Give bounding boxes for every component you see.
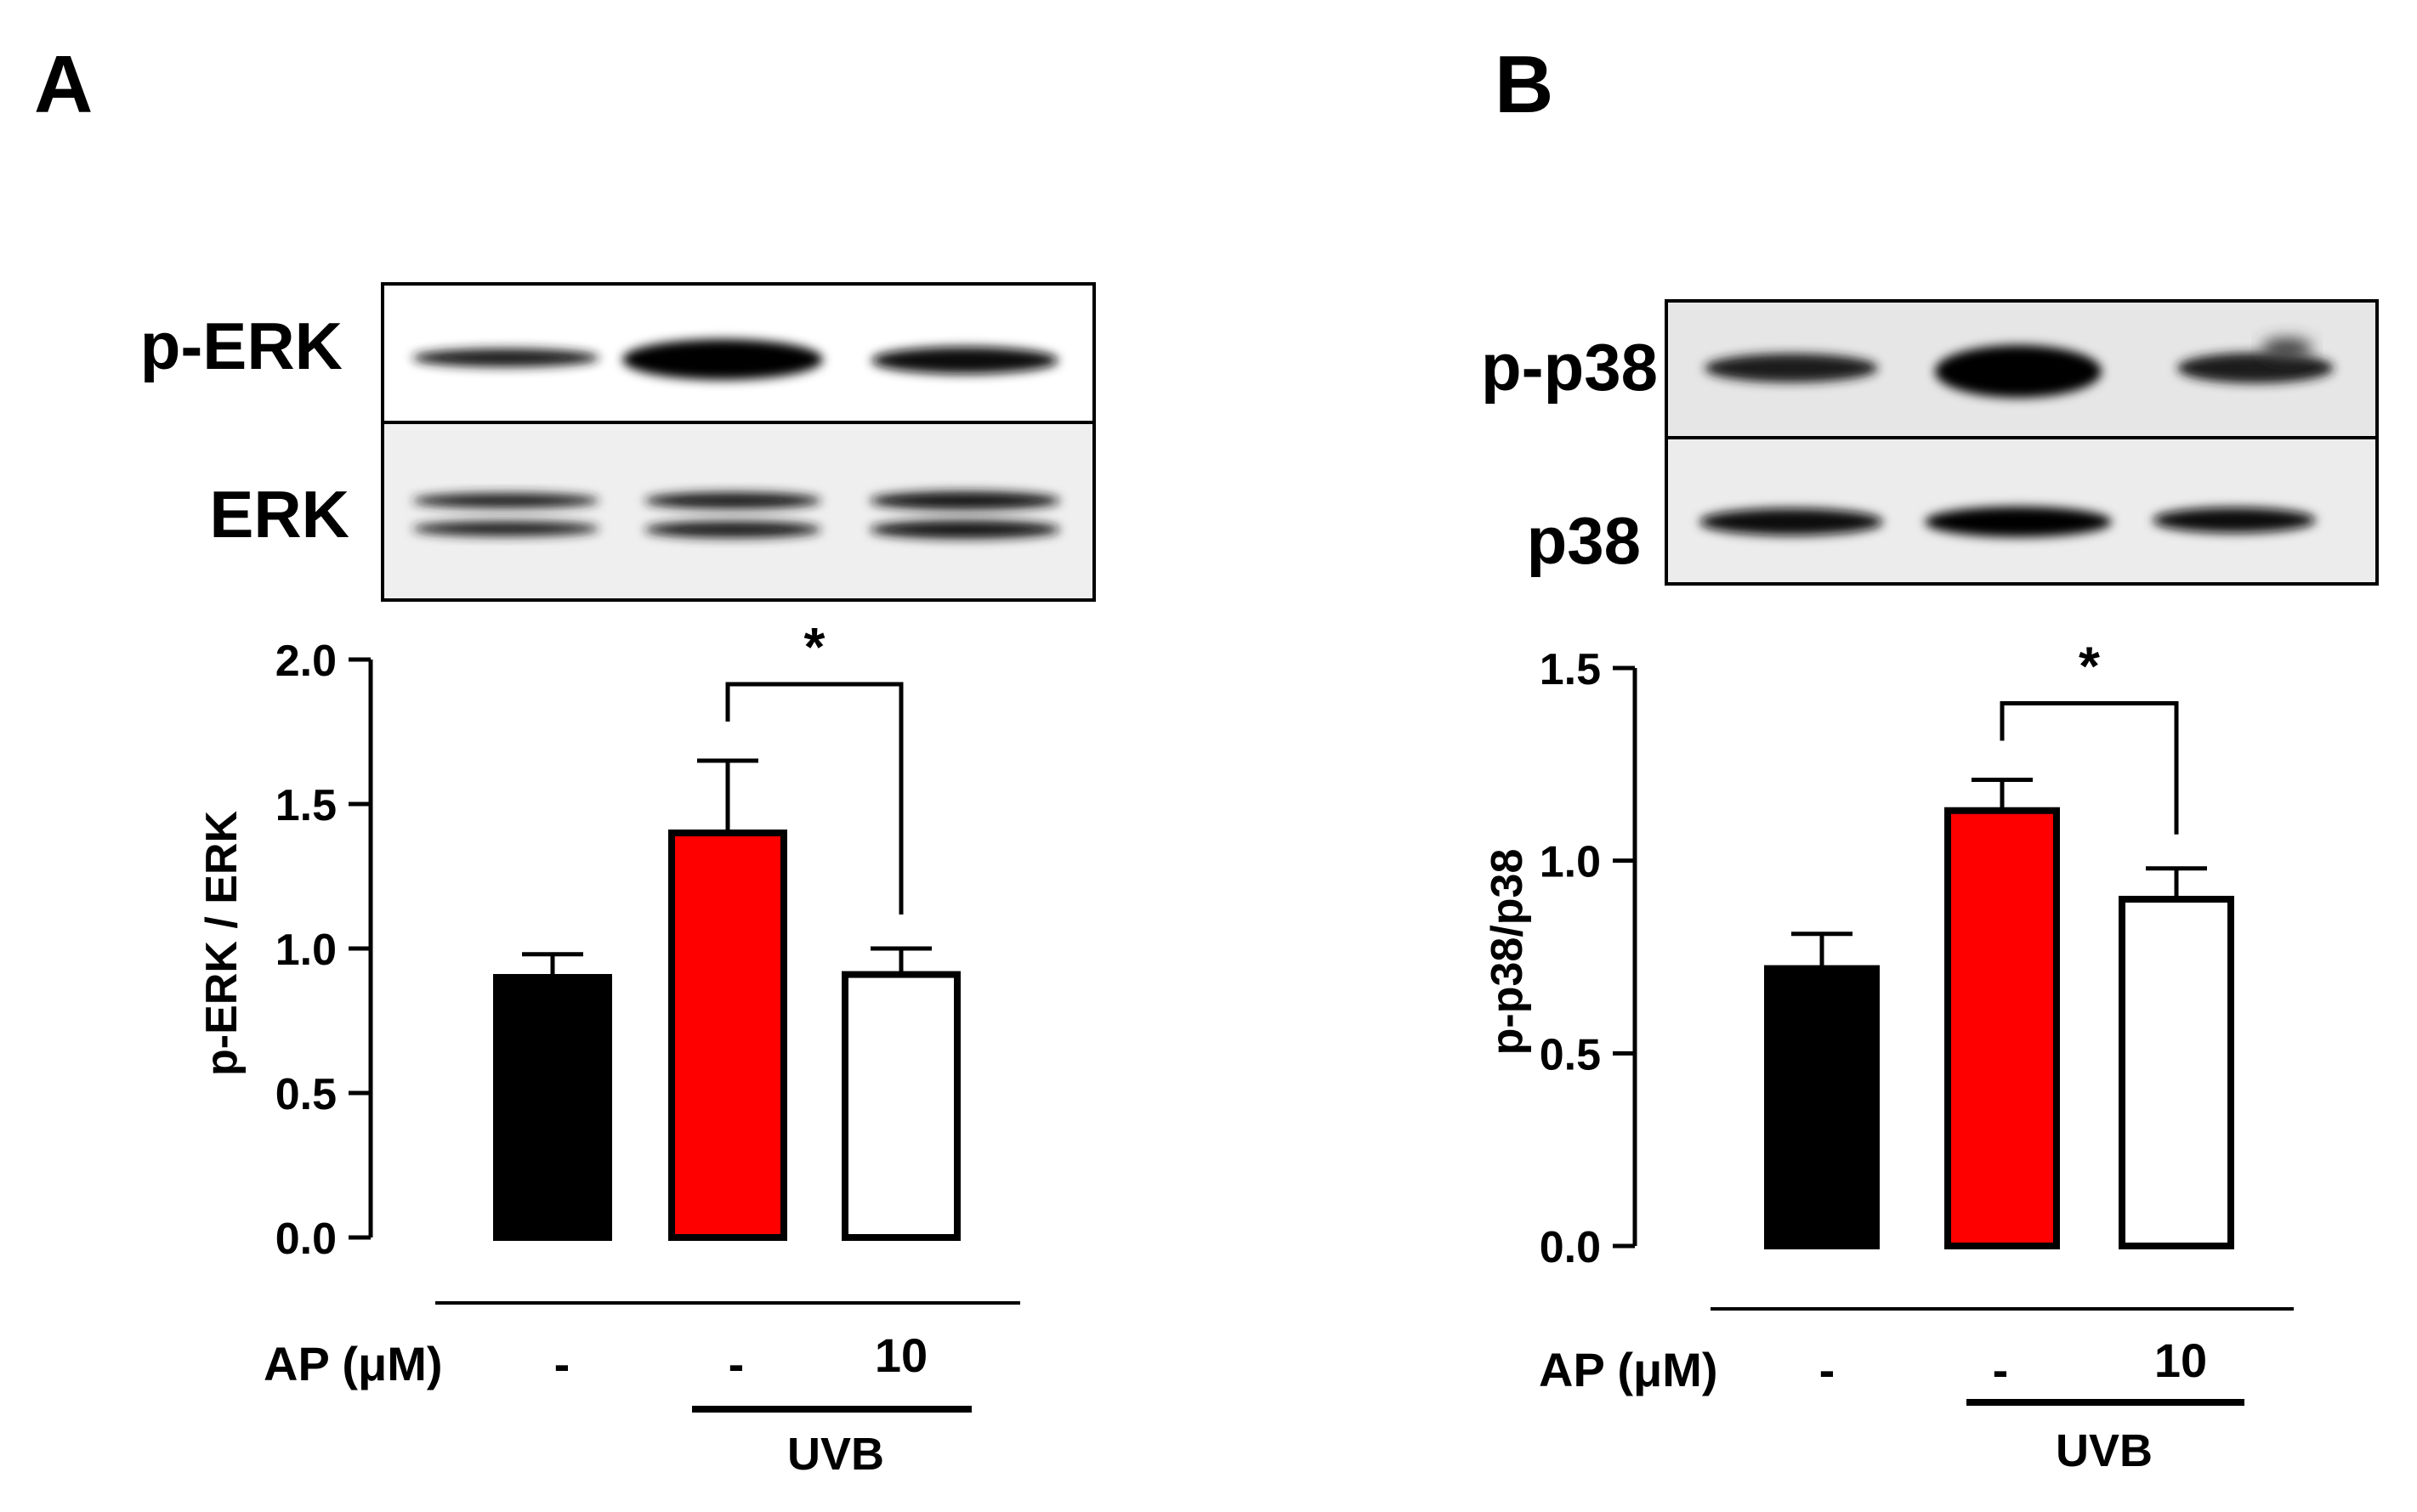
uvb-label-b: UVB bbox=[2056, 1425, 2153, 1476]
y-tick-label-b: 1.5 bbox=[1540, 645, 1601, 694]
band-pp38-lane2 bbox=[1935, 345, 2102, 398]
bar-a-3 bbox=[842, 971, 961, 1241]
band-pp38-speckle bbox=[2261, 338, 2312, 359]
band-erk-upper-lane1 bbox=[412, 493, 599, 508]
y-tick-label-a: 1.0 bbox=[275, 926, 337, 975]
blot-label-erk: ERK bbox=[209, 477, 349, 552]
y-axis-label-b: p-p38/p38 bbox=[1483, 849, 1532, 1056]
band-erk-upper-lane2 bbox=[644, 492, 821, 509]
treatment-value-a-2: - bbox=[729, 1337, 745, 1390]
y-axis-label-a: p-ERK / ERK bbox=[197, 811, 247, 1076]
treatment-value-b-1: - bbox=[1819, 1343, 1835, 1396]
significance-star-b: * bbox=[2079, 635, 2100, 696]
panel-b: B p-p38 p38 0.0 0.5 1.0 1.5 * p-p38/p38 AP (… bbox=[1481, 39, 2379, 1476]
panel-letter-b: B bbox=[1495, 39, 1553, 130]
band-erk-lower-lane1 bbox=[412, 521, 599, 536]
blot-frame-bottom-a bbox=[381, 421, 1096, 602]
chart-b: 0.0 0.5 1.0 1.5 * bbox=[1540, 635, 2234, 1272]
band-perk-lane2 bbox=[622, 339, 823, 380]
y-tick-label-a: 0.0 bbox=[275, 1215, 337, 1264]
treatment-value-b-3: 10 bbox=[2154, 1334, 2207, 1387]
band-p38-lane3 bbox=[2153, 507, 2316, 533]
band-erk-upper-lane3 bbox=[870, 491, 1060, 510]
treatment-value-a-3: 10 bbox=[875, 1328, 928, 1382]
band-perk-lane3 bbox=[871, 347, 1058, 374]
western-blot-a bbox=[381, 282, 1096, 602]
significance-bracket-b bbox=[2000, 700, 2179, 835]
y-tick-label-a: 2.0 bbox=[275, 637, 337, 686]
bar-b-3 bbox=[2119, 896, 2234, 1249]
uvb-label-a: UVB bbox=[787, 1429, 884, 1480]
panel-letter-a: A bbox=[34, 39, 93, 130]
treatment-label-b: AP (μM) bbox=[1539, 1343, 1718, 1396]
y-tick-label-a: 0.5 bbox=[275, 1070, 337, 1119]
significance-star-a: * bbox=[804, 616, 826, 677]
y-tick-label-a: 1.5 bbox=[275, 781, 337, 830]
treatment-label-a: AP (μM) bbox=[264, 1337, 443, 1390]
chart-a: 0.0 0.5 1.0 1.5 2.0 * bbox=[275, 616, 961, 1264]
band-pp38-lane1 bbox=[1705, 354, 1878, 382]
western-blot-b bbox=[1665, 299, 2379, 586]
y-tick-label-b: 0.0 bbox=[1540, 1223, 1601, 1272]
band-erk-lower-lane2 bbox=[644, 521, 821, 538]
band-erk-lower-lane3 bbox=[870, 520, 1060, 539]
y-tick-label-b: 1.0 bbox=[1540, 838, 1601, 887]
bar-b-2 bbox=[1944, 807, 2060, 1249]
blot-label-perk: p-ERK bbox=[140, 309, 343, 383]
significance-bracket-a bbox=[725, 682, 904, 915]
band-p38-lane1 bbox=[1699, 508, 1883, 535]
bar-a-1 bbox=[493, 974, 612, 1241]
band-pp38-lane3 bbox=[2177, 353, 2334, 383]
treatment-value-a-1: - bbox=[554, 1337, 570, 1390]
blot-label-p38: p38 bbox=[1527, 503, 1641, 578]
band-perk-lane1 bbox=[412, 348, 599, 367]
y-tick-label-b: 0.5 bbox=[1540, 1030, 1601, 1079]
bar-a-2 bbox=[668, 830, 787, 1241]
band-p38-lane2 bbox=[1925, 507, 2112, 537]
panel-a: A p-ERK ERK 0.0 0.5 1.0 1.5 2.0 * p-ERK / ERK… bbox=[34, 39, 1096, 1480]
blot-label-pp38: p-p38 bbox=[1481, 330, 1658, 405]
bar-b-1 bbox=[1764, 965, 1880, 1249]
treatment-value-b-2: - bbox=[1993, 1343, 2009, 1396]
